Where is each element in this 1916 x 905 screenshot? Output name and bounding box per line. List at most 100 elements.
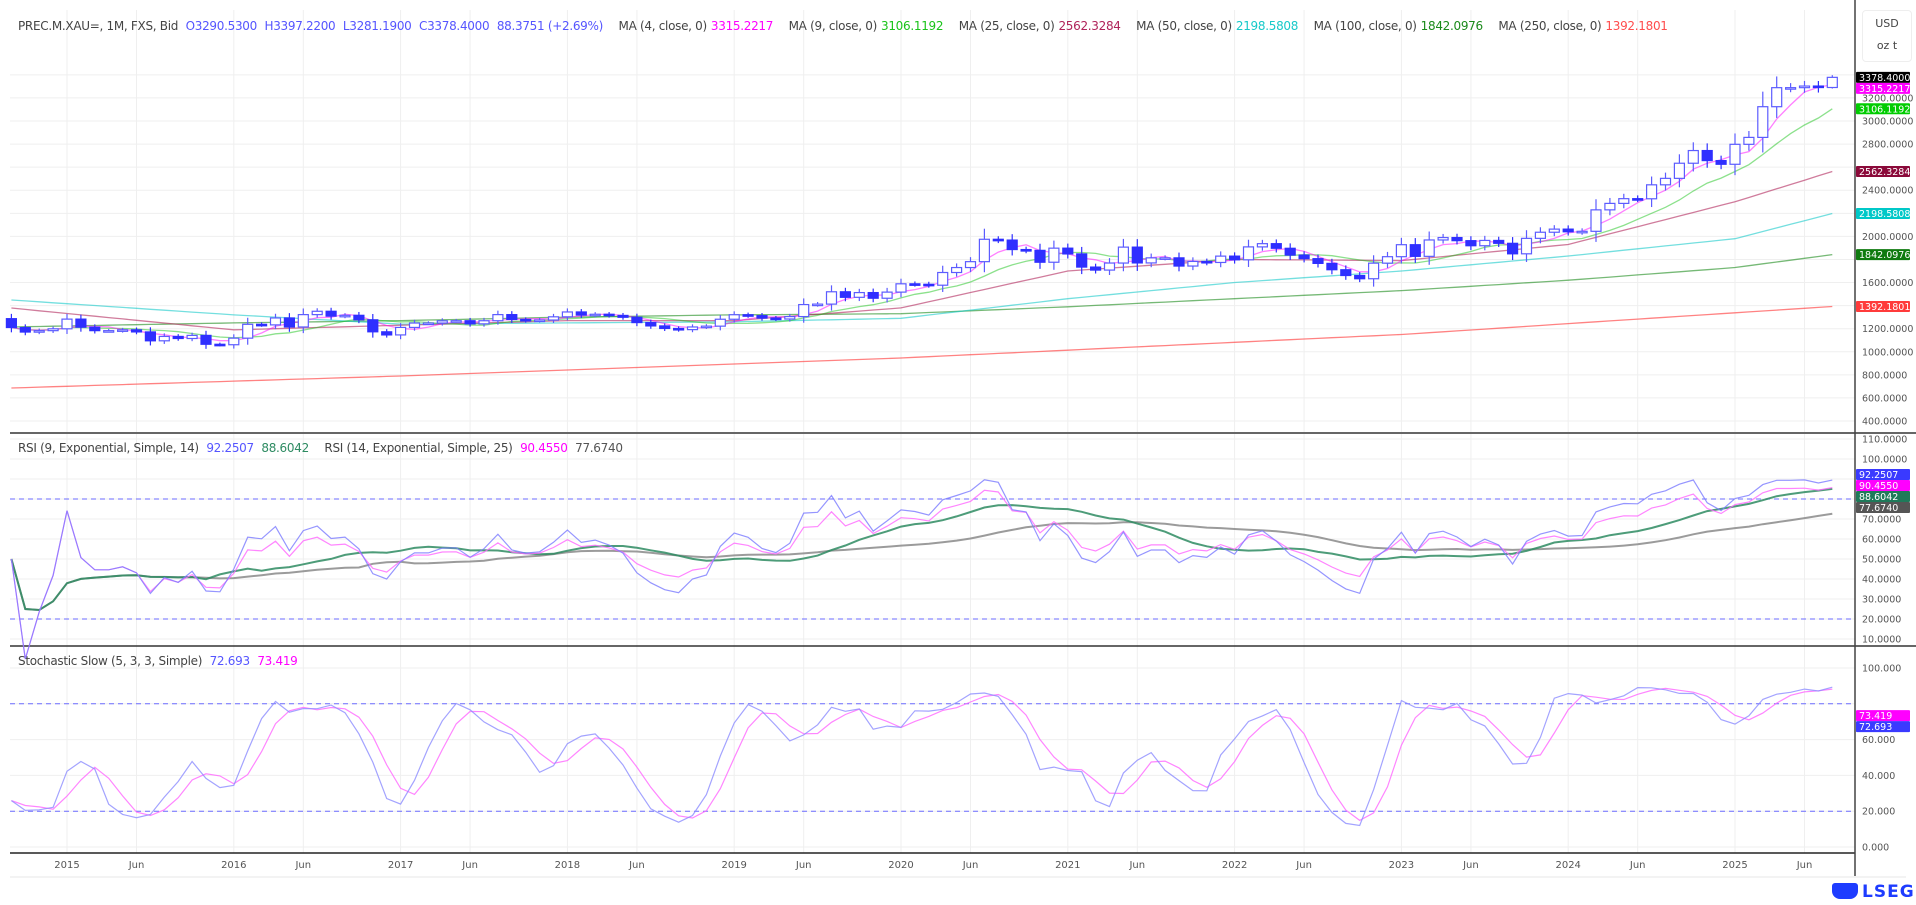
candle-up: [408, 322, 421, 329]
candle-up: [47, 328, 59, 332]
stoch-tag-bg: [1856, 721, 1910, 733]
candle-down: [1312, 258, 1324, 264]
rsi-tag: 92.2507: [1859, 470, 1898, 481]
candle-up: [492, 314, 504, 322]
candle-up: [1395, 244, 1408, 258]
rsi14-label: RSI (14, Exponential, Simple, 25): [324, 441, 513, 455]
candle-up: [61, 318, 73, 330]
candle-down: [1270, 243, 1282, 249]
price-tick-label: 800.0000: [1862, 370, 1907, 381]
candle-down: [1451, 236, 1463, 242]
stoch-tick-label: 40.000: [1862, 771, 1895, 782]
candle-up: [422, 322, 434, 326]
x-tick-label: 2021: [1055, 860, 1080, 871]
ma100-line: [11, 253, 1833, 328]
x-tick-label: 2017: [388, 860, 413, 871]
candle-down: [5, 318, 18, 329]
x-tick-label: Jun: [1796, 860, 1813, 871]
candle-up: [1479, 239, 1491, 247]
axis-footer: [10, 876, 1906, 878]
price-tick-label: 1000.0000: [1862, 347, 1913, 358]
candle-down: [214, 343, 226, 347]
rsi9-ma-value: 88.6042: [261, 441, 309, 455]
rsi-tick-label: 50.0000: [1862, 555, 1901, 566]
candle-up: [297, 314, 309, 328]
measure-label: oz t: [1876, 39, 1898, 52]
low-value: L3281.1900: [342, 19, 412, 33]
price-tick-label: 3200.0000: [1862, 93, 1913, 104]
candle-down: [923, 283, 935, 287]
candle-down: [672, 327, 685, 331]
price-tag-bg: [1856, 249, 1910, 261]
price-tick-label: 600.0000: [1862, 393, 1907, 404]
stoch-k-value: 72.693: [209, 654, 251, 668]
candle-down: [575, 311, 587, 316]
candle-up: [978, 238, 991, 263]
stoch-tick-label: 20.000: [1862, 807, 1895, 818]
x-tick-label: 2023: [1389, 860, 1414, 871]
ma4-value: 3315.2217: [710, 19, 774, 33]
x-tick-label: 2020: [888, 860, 913, 871]
price-tick-label: 400.0000: [1862, 417, 1907, 428]
candle-down: [1228, 255, 1241, 261]
candle-up: [1117, 246, 1130, 264]
price-tag-bg: [1856, 301, 1910, 313]
price-tag-bg: [1856, 166, 1910, 178]
candle-up: [33, 330, 45, 333]
x-tick-label: Jun: [962, 860, 979, 871]
candle-up: [700, 325, 713, 329]
candle-up: [714, 318, 726, 327]
candle-up: [1798, 85, 1811, 89]
candle-up: [1645, 184, 1658, 200]
candle-up: [1757, 106, 1769, 138]
rsi-legend: RSI (9, Exponential, Simple, 14) 92.2507…: [18, 441, 627, 455]
candle-up: [1784, 87, 1797, 90]
stoch-k-line: [11, 686, 1833, 827]
candle-down: [1020, 248, 1032, 252]
candle-down: [1506, 242, 1519, 255]
candle-down: [1409, 244, 1421, 257]
candle-down: [1076, 253, 1088, 268]
candle-up: [1729, 143, 1741, 165]
candle-up: [895, 283, 907, 293]
rsi-tick-label: 40.0000: [1862, 575, 1901, 586]
x-tick-label: Jun: [128, 860, 145, 871]
candle-down: [1201, 260, 1213, 264]
candle-up: [1548, 228, 1560, 233]
candle-down: [381, 331, 393, 336]
stoch-d-value: 73.419: [257, 654, 298, 668]
candle-up: [158, 335, 170, 342]
candle-up: [561, 311, 574, 318]
candle-up: [853, 291, 865, 298]
candle-down: [1715, 159, 1727, 165]
rsi9-value: 92.2507: [206, 441, 254, 455]
candle-down: [645, 321, 657, 327]
ma4-line: [11, 83, 1833, 342]
candle-up: [1381, 256, 1394, 264]
candle-down: [1465, 240, 1477, 247]
candle-up: [1590, 209, 1602, 232]
rsi14-line: [10, 487, 1833, 660]
change-value: 88.3751 (+2.69%): [496, 19, 603, 33]
candle-up: [1187, 260, 1199, 267]
rsi-tick-label: 20.0000: [1862, 615, 1901, 626]
close-value: C3378.4000: [419, 19, 490, 33]
candle-up: [1145, 257, 1157, 264]
candle-up: [103, 330, 115, 333]
unit-selector[interactable]: USD oz t: [1862, 10, 1912, 62]
candle-up: [1743, 136, 1755, 145]
candle-up: [1520, 237, 1533, 255]
candle-up: [1659, 177, 1672, 186]
stoch-tag: 73.419: [1859, 711, 1892, 722]
candle-down: [256, 323, 268, 327]
candle-down: [89, 326, 101, 332]
ma25-value: 2562.3284: [1058, 19, 1121, 33]
rsi-tick-label: 30.0000: [1862, 595, 1901, 606]
candle-up: [1604, 202, 1616, 211]
candle-up: [1159, 257, 1171, 260]
price-tick-label: 1200.0000: [1862, 324, 1913, 335]
candle-down: [1131, 246, 1143, 264]
ma250-value: 1392.1801: [1605, 19, 1668, 33]
x-tick-label: 2018: [555, 860, 580, 871]
